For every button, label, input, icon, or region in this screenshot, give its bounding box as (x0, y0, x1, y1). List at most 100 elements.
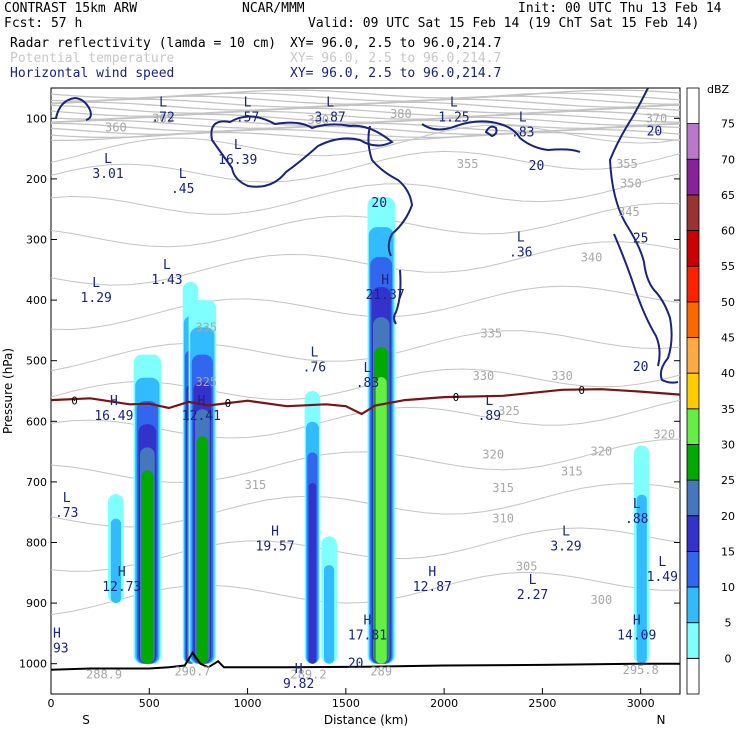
extremum-value: .88 (625, 512, 648, 527)
extremum-value: 21.37 (366, 288, 405, 303)
reflectivity-cell (141, 470, 154, 664)
reflectivity-cell (308, 483, 317, 664)
theta-contour (51, 119, 680, 130)
extremum-value: 1.29 (81, 291, 112, 306)
theta-contour (51, 110, 680, 120)
colorbar-swatch (686, 444, 700, 481)
header-model-name: CONTRAST 15km ARW (4, 1, 137, 16)
header-institution: NCAR/MMM (242, 1, 305, 16)
theta-label: 330 (473, 369, 495, 383)
extremum-kind: L (633, 497, 641, 512)
colorbar-swatch (686, 194, 700, 231)
extremum-value: 16.39 (218, 153, 257, 168)
wind-contour (367, 125, 414, 257)
field-wind-xy: XY= 96.0, 2.5 to 96.0,214.7 (290, 66, 501, 81)
colorbar-level-label: 65 (721, 189, 735, 202)
theta-label: 315 (492, 481, 514, 495)
theta-contours (51, 89, 680, 616)
extremum-value: 14.09 (617, 629, 656, 644)
theta-label: 355 (616, 157, 638, 171)
extremum-value: 3.01 (92, 167, 123, 182)
extremum-kind: H (271, 524, 279, 539)
extremum-value: .83 (511, 126, 534, 141)
y-tick-label: 1000 (19, 658, 47, 671)
extremum-kind: H (110, 394, 118, 409)
colorbar: 0 5 10 15 20 25 30 35 40 45 50 55 60 65 70 75 (686, 87, 735, 695)
theta-label: 360 (105, 120, 127, 134)
wind-contours (55, 88, 679, 384)
theta-label: 340 (581, 251, 603, 265)
colorbar-swatch (686, 586, 700, 624)
extremum-kind: L (244, 95, 252, 110)
extremum-kind: L (485, 394, 493, 409)
wind-speed-label: 25 (633, 231, 649, 246)
field-reflectivity-name: Radar reflectivity (lamda = 10 cm) (10, 36, 276, 51)
colorbar-level-label: 70 (721, 153, 735, 166)
extremum-kind: H (381, 273, 389, 288)
extremum-kind: L (163, 258, 171, 273)
extremum-value: 17.81 (348, 629, 387, 644)
extremum-kind: L (159, 95, 167, 110)
theta-label: 335 (480, 326, 502, 340)
colorbar-swatch (686, 622, 700, 659)
extremum-kind: L (517, 231, 525, 246)
colorbar-level-label: 55 (721, 260, 735, 273)
colorbar-swatch (686, 479, 700, 517)
extremum-value: .36 (509, 246, 532, 261)
theta-label: 360 (307, 113, 329, 127)
x-axis-title: Distance (km) (324, 713, 408, 727)
x-tick-label: 1500 (332, 697, 360, 710)
extremum-value: .45 (171, 182, 194, 197)
y-tick-label: 200 (26, 173, 47, 186)
extremum-kind: L (562, 524, 570, 539)
reflectivity-cell (324, 565, 335, 664)
extremum-kind: H (364, 614, 372, 629)
freezing-level-label: 0 (578, 384, 585, 397)
theta-label: 325 (498, 404, 520, 418)
theta-contour (51, 98, 680, 108)
colorbar-swatch (686, 301, 700, 338)
extremum-kind: L (326, 95, 334, 110)
theta-label: 345 (618, 205, 640, 219)
plot-content: 0 0 0 0 365 360 360 380 370 355 355 350 345 340 335 33… (45, 88, 680, 692)
theta-label: 295.8 (623, 663, 659, 677)
extremum-value: .83 (356, 376, 379, 391)
extremum-kind: H (428, 565, 436, 580)
extremum-kind: L (63, 491, 71, 506)
x-tick-label: 0 (48, 697, 55, 710)
colorbar-level-label: 40 (721, 367, 735, 380)
colorbar-level-label: 20 (721, 510, 735, 523)
field-reflectivity-xy: XY= 96.0, 2.5 to 96.0,214.7 (290, 36, 501, 51)
colorbar-swatch (686, 408, 700, 445)
extremum-value: .73 (55, 506, 78, 521)
y-tick-label: 300 (26, 234, 47, 247)
freezing-level-label: 0 (225, 397, 232, 410)
colorbar-level-label: 35 (721, 403, 735, 416)
extremum-value: 2.27 (517, 588, 548, 603)
extremum-value: 3.29 (550, 539, 581, 554)
theta-label: 310 (492, 511, 514, 525)
colorbar-swatch (686, 123, 700, 160)
wind-speed-label: 20 (348, 657, 364, 672)
colorbar-swatch (686, 658, 700, 695)
theta-label: 325 (195, 375, 217, 389)
colorbar-unit: dBZ (707, 83, 730, 96)
freezing-level-label: 0 (453, 391, 460, 404)
theta-label: 330 (551, 369, 573, 383)
y-tick-label: 600 (26, 415, 47, 428)
colorbar-level-label: 0 (725, 652, 732, 665)
extremum-kind: H (295, 662, 303, 677)
extremum-value: .93 (45, 641, 68, 656)
extremum-value: 1.49 (647, 570, 678, 585)
theta-contour (51, 241, 680, 286)
extremum-kind: H (633, 614, 641, 629)
y-tick-label: 500 (26, 355, 47, 368)
colorbar-swatch (686, 515, 700, 552)
extremum-kind: H (197, 394, 205, 409)
field-theta-name: Potential temperature (10, 51, 175, 66)
theta-contour (51, 285, 680, 331)
theta-contour (51, 150, 680, 183)
wind-contour (484, 125, 498, 138)
header-valid-time: Valid: 09 UTC Sat 15 Feb 14 (19 ChT Sat … (308, 16, 699, 31)
